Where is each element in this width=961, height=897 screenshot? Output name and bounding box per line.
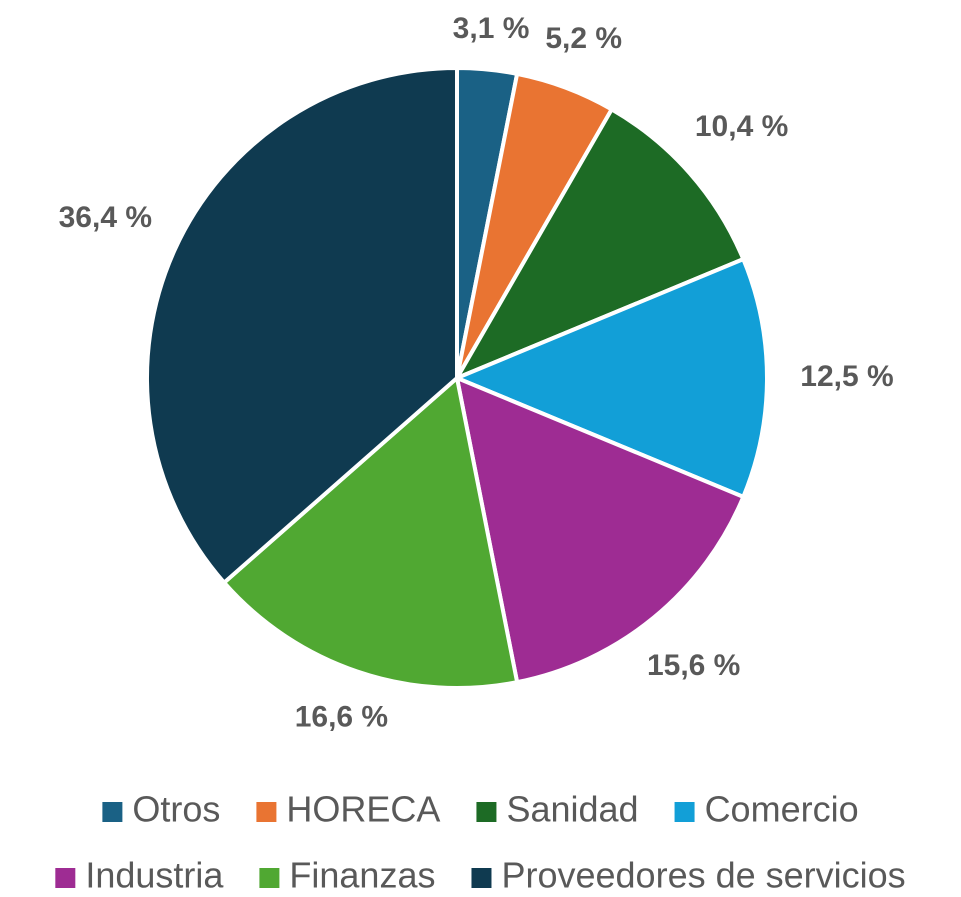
legend-swatch [256, 802, 277, 822]
data-label: 12,5 % [800, 360, 893, 393]
legend-swatch [259, 868, 280, 888]
legend-item: Comercio [674, 789, 859, 830]
legend-swatch [471, 868, 492, 888]
data-label: 15,6 % [647, 649, 740, 682]
legend-item: Finanzas [259, 855, 435, 896]
legend-swatch [55, 868, 76, 888]
data-label: 5,2 % [545, 22, 622, 55]
pie-slice [455, 376, 746, 685]
legend-label: Finanzas [289, 855, 435, 896]
data-label: 36,4 % [59, 201, 152, 234]
legend-label: Comercio [705, 789, 859, 830]
legend-item: Industria [55, 855, 224, 896]
data-label: 10,4 % [695, 110, 788, 143]
legend-label: HORECA [286, 789, 440, 830]
pie-slice [145, 66, 459, 585]
legend-label: Otros [132, 789, 220, 830]
pie-slice [222, 376, 520, 690]
legend-item: Otros [102, 789, 220, 830]
legend-label: Industria [85, 855, 224, 896]
legend-label: Proveedores de servicios [501, 855, 905, 896]
legend-item: HORECA [256, 789, 440, 830]
legend-item: Sanidad [476, 789, 639, 830]
pie-slice [455, 257, 769, 499]
legend-swatch [674, 802, 695, 822]
data-label: 3,1 % [453, 12, 530, 45]
legend-swatch [102, 802, 123, 822]
legend-swatch [476, 802, 497, 822]
data-label: 16,6 % [295, 700, 388, 733]
legend-label: Sanidad [506, 789, 638, 830]
pie-slice [455, 107, 746, 380]
legend-item: Proveedores de servicios [471, 855, 906, 896]
